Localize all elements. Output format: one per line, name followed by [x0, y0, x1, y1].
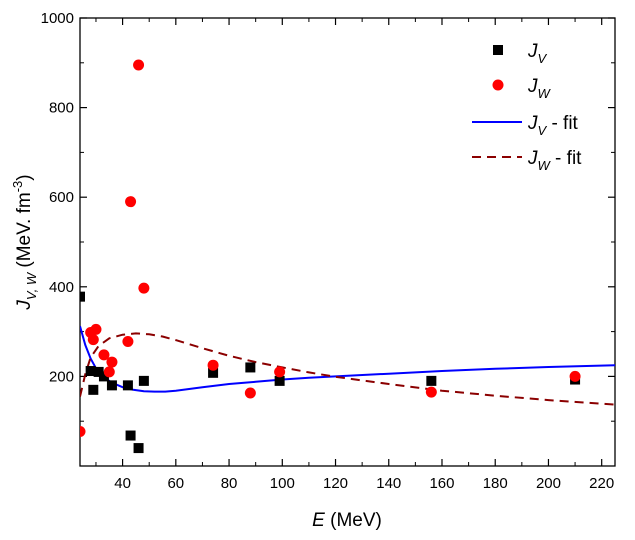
data-point-circle [207, 359, 219, 371]
y-tick-label: 600 [49, 189, 74, 206]
legend-label: JW - fit [527, 148, 582, 173]
x-axis-title: E (MeV) [312, 510, 382, 531]
data-point-circle [138, 282, 150, 294]
data-point-circle [133, 59, 145, 71]
data-point-circle [106, 356, 118, 368]
data-point-square [98, 371, 109, 382]
data-point-square [80, 291, 85, 302]
x-tick-label: 140 [376, 475, 401, 492]
legend-label: JV - fit [527, 113, 579, 138]
x-tick-label: 60 [167, 475, 184, 492]
series-layer [80, 59, 615, 454]
legend: JV JW JV - fit JW - fit [472, 41, 582, 173]
series-line [80, 325, 615, 393]
data-point-square [106, 380, 117, 391]
x-tick-label: 40 [114, 475, 131, 492]
data-point-square [125, 430, 136, 441]
data-point-circle [274, 366, 286, 378]
data-point-circle [98, 349, 110, 361]
x-tick-label: 160 [429, 475, 454, 492]
legend-marker-circle [492, 79, 504, 91]
x-tick-label: 120 [323, 475, 348, 492]
legend-label: JV [527, 41, 548, 66]
x-tick-label: 200 [536, 475, 561, 492]
data-point-square [85, 366, 96, 377]
data-point-circle [80, 426, 86, 438]
data-point-circle [90, 323, 102, 335]
data-point-square [88, 384, 99, 395]
data-point-circle [244, 387, 256, 399]
legend-label: JW [527, 76, 552, 101]
data-point-square [274, 375, 285, 386]
data-point-square [122, 380, 133, 391]
data-point-square [93, 366, 104, 377]
data-point-circle [425, 386, 437, 398]
y-axis-ticks: 200 400 600 800 1000 [41, 10, 615, 422]
data-point-circle [569, 370, 581, 382]
data-point-circle [122, 335, 134, 347]
x-tick-label: 80 [221, 475, 238, 492]
x-tick-label: 180 [483, 475, 508, 492]
data-point-square [245, 362, 256, 373]
x-tick-label: 220 [589, 475, 614, 492]
x-tick-label: 100 [270, 475, 295, 492]
series-line [80, 332, 615, 406]
data-point-square [208, 367, 219, 378]
y-axis-title: JV, W (MeV. fm-3) [10, 174, 39, 310]
y-tick-label: 400 [49, 279, 74, 296]
data-point-square [426, 375, 437, 386]
data-point-square [138, 375, 149, 386]
data-point-square [133, 443, 144, 454]
y-tick-label: 1000 [41, 10, 74, 27]
y-tick-label: 800 [49, 100, 74, 117]
y-tick-label: 200 [49, 368, 74, 385]
data-point-circle [125, 196, 137, 208]
x-axis-ticks: 40 60 80 100 120 140 160 180 200 220 [95, 18, 614, 492]
legend-marker-square [493, 45, 503, 55]
data-point-circle [87, 334, 99, 346]
data-point-circle [103, 366, 115, 378]
